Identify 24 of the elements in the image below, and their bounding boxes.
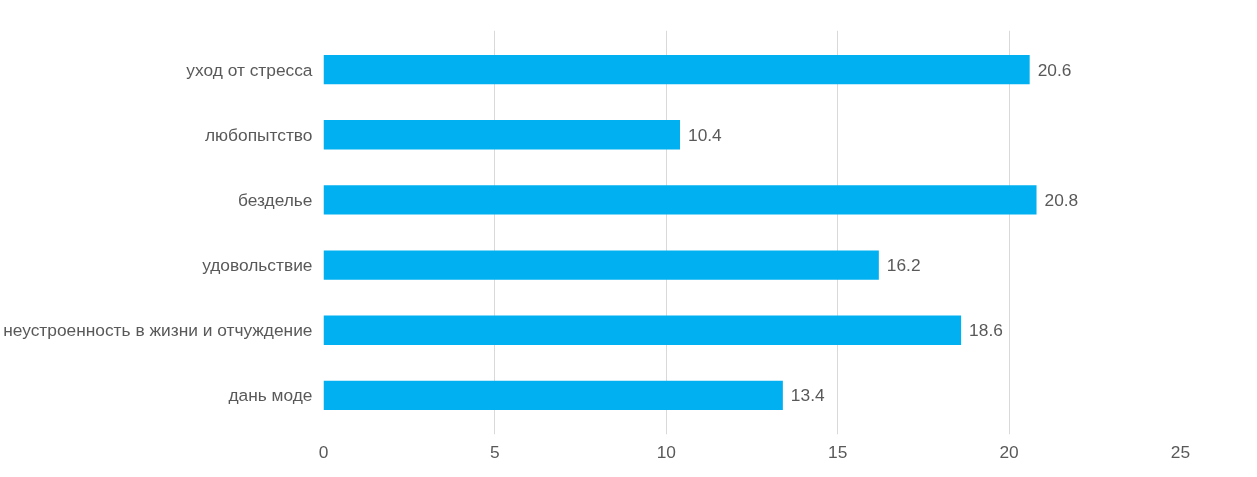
data-label: 18.6 (969, 320, 1003, 341)
bar (323, 54, 1030, 85)
x-tick-label: 15 (828, 441, 848, 462)
data-label: 20.8 (1044, 189, 1079, 210)
x-tick-label: 25 (1170, 441, 1191, 462)
data-label: 13.4 (790, 385, 825, 406)
x-tick-label: 20 (999, 441, 1019, 462)
x-tick-label: 5 (490, 441, 500, 462)
data-label: 10.4 (688, 124, 723, 145)
bar (323, 380, 783, 411)
bar (323, 120, 681, 150)
y-tick-label: дань моде (228, 385, 313, 406)
y-tick-label: неустроенность в жизни и отчуждение (3, 320, 313, 341)
y-tick-label: любопытство (205, 124, 313, 145)
y-tick-label: удовольствие (202, 255, 313, 276)
data-label: 16.2 (886, 255, 921, 276)
x-tick-label: 0 (318, 441, 329, 462)
bar (323, 315, 962, 345)
bar (323, 185, 1037, 215)
data-label: 20.6 (1037, 59, 1072, 80)
y-tick-label: уход от стресса (186, 59, 313, 80)
y-tick-label: безделье (238, 189, 313, 210)
bar (323, 250, 879, 280)
x-tick-label: 10 (656, 441, 676, 462)
